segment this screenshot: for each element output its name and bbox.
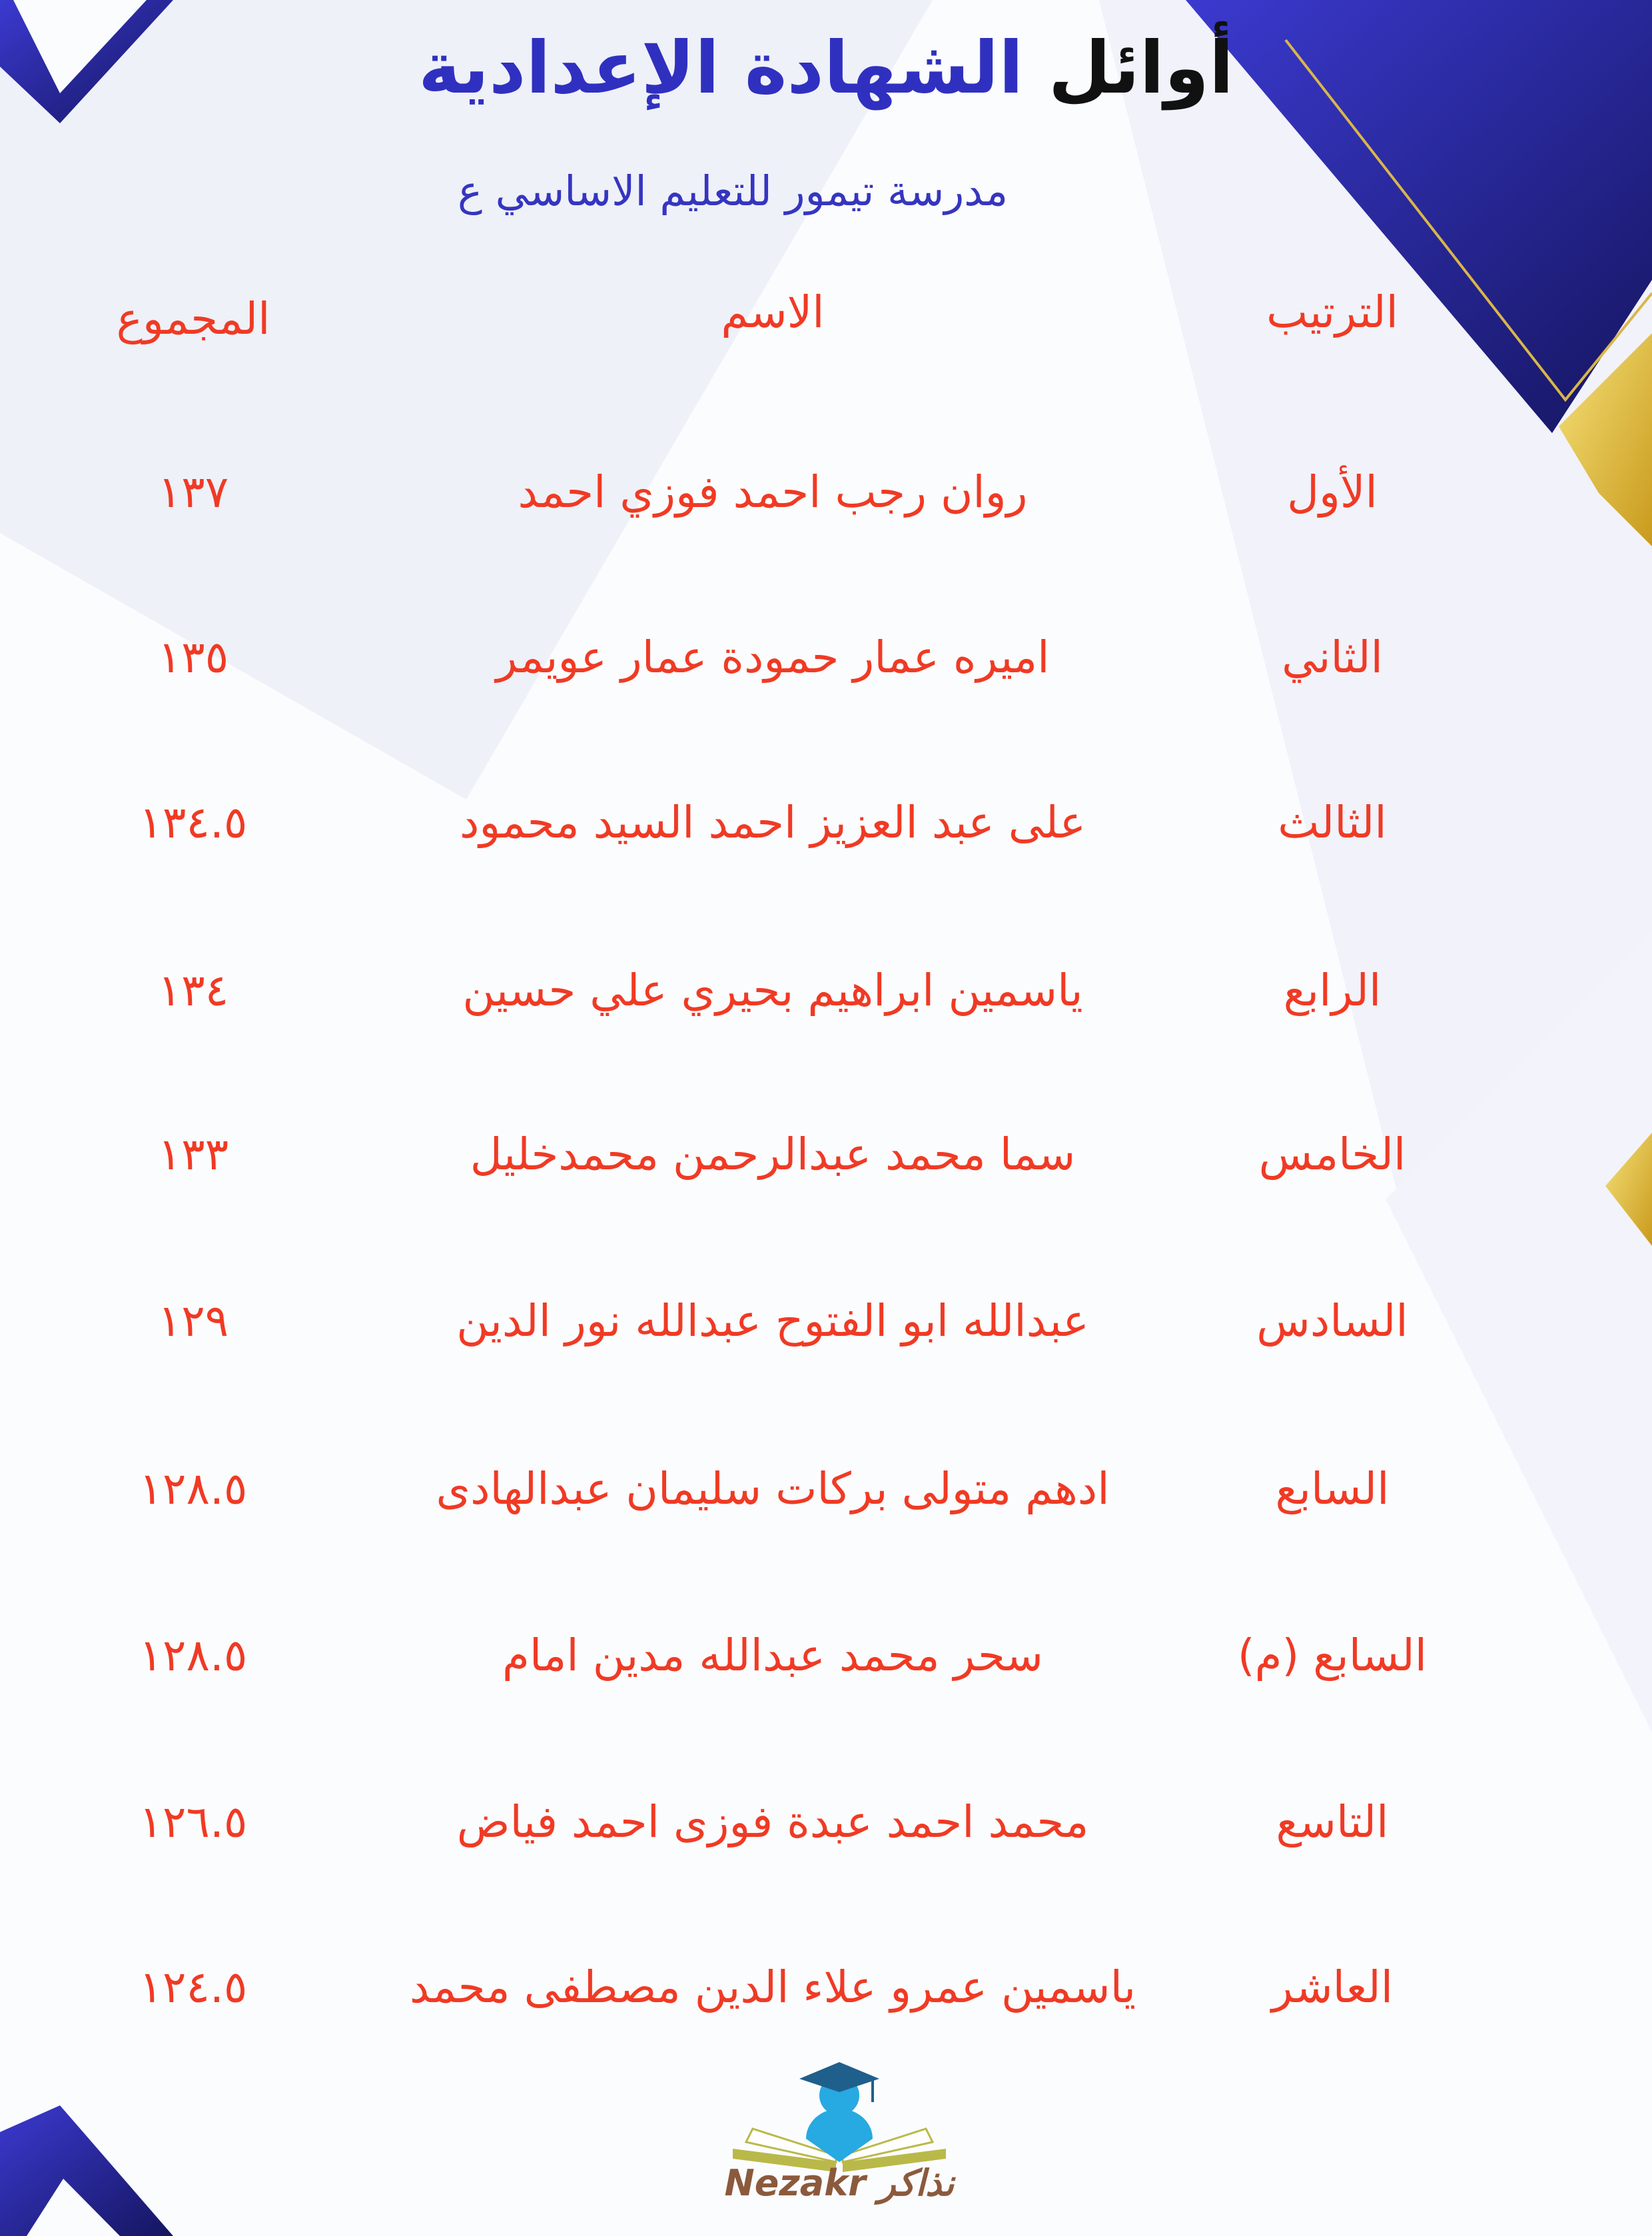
name-cell: على عبد العزيز احمد السيد محمود (460, 797, 1086, 848)
total-cell: ١٣٧ (157, 466, 229, 518)
rank-cell: السابع (م) (1237, 1630, 1428, 1681)
rank-cell: الأول (1287, 466, 1378, 518)
column-header-total: المجموع (116, 293, 270, 344)
rank-cell: العاشر (1271, 1961, 1394, 2013)
name-cell: اميره عمار حمودة عمار عويمر (496, 632, 1050, 683)
blue-corner-top-right (1186, 0, 1652, 433)
logo-text: Nezakr نذاكر (724, 2162, 955, 2204)
name-cell: عبدالله ابو الفتوح عبدالله نور الدين (456, 1295, 1089, 1347)
school-name: مدرسة تيمور للتعليم الاساسي ع (457, 167, 1009, 215)
name-cell: سما محمد عبدالرحمن محمدخليل (470, 1129, 1076, 1180)
rank-cell: التاسع (1276, 1796, 1389, 1848)
total-cell: ١٢٨.٥ (139, 1630, 248, 1681)
name-cell: سحر محمد عبدالله مدين امام (502, 1630, 1043, 1681)
name-cell: ادهم متولى بركات سليمان عبدالهادى (436, 1463, 1110, 1514)
total-cell: ١٣٣ (157, 1129, 229, 1180)
column-header-rank: الترتيب (1266, 286, 1398, 338)
rank-cell: الخامس (1258, 1129, 1406, 1180)
page-title: أوائل الشهادة الإعدادية (0, 27, 1652, 110)
rank-cell: الثالث (1278, 797, 1387, 848)
name-cell: محمد احمد عبدة فوزى احمد فياض (456, 1796, 1089, 1848)
column-header-name: الاسم (721, 286, 825, 338)
title-black: أوائل (1048, 27, 1234, 110)
name-cell: ياسمين ابراهيم بحيري علي حسين (462, 965, 1083, 1016)
total-cell: ١٣٤.٥ (139, 797, 248, 848)
total-cell: ١٢٤.٥ (139, 1961, 248, 2013)
total-cell: ١٢٩ (157, 1295, 229, 1347)
total-cell: ١٢٦.٥ (139, 1796, 248, 1848)
total-cell: ١٣٥ (157, 632, 229, 683)
rank-cell: السابع (1275, 1463, 1390, 1514)
name-cell: ياسمين عمرو علاء الدين مصطفى محمد (409, 1961, 1136, 2013)
total-cell: ١٢٨.٥ (139, 1463, 248, 1514)
blue-corner-bottom-left (0, 2105, 173, 2236)
name-cell: روان رجب احمد فوزي احمد (518, 466, 1028, 518)
nezakr-logo (733, 2062, 946, 2172)
rank-cell: الرابع (1283, 965, 1382, 1016)
rank-cell: السادس (1256, 1295, 1408, 1347)
title-blue: الشهادة الإعدادية (418, 27, 1024, 110)
rank-cell: الثاني (1282, 632, 1383, 683)
total-cell: ١٣٤ (157, 965, 229, 1016)
